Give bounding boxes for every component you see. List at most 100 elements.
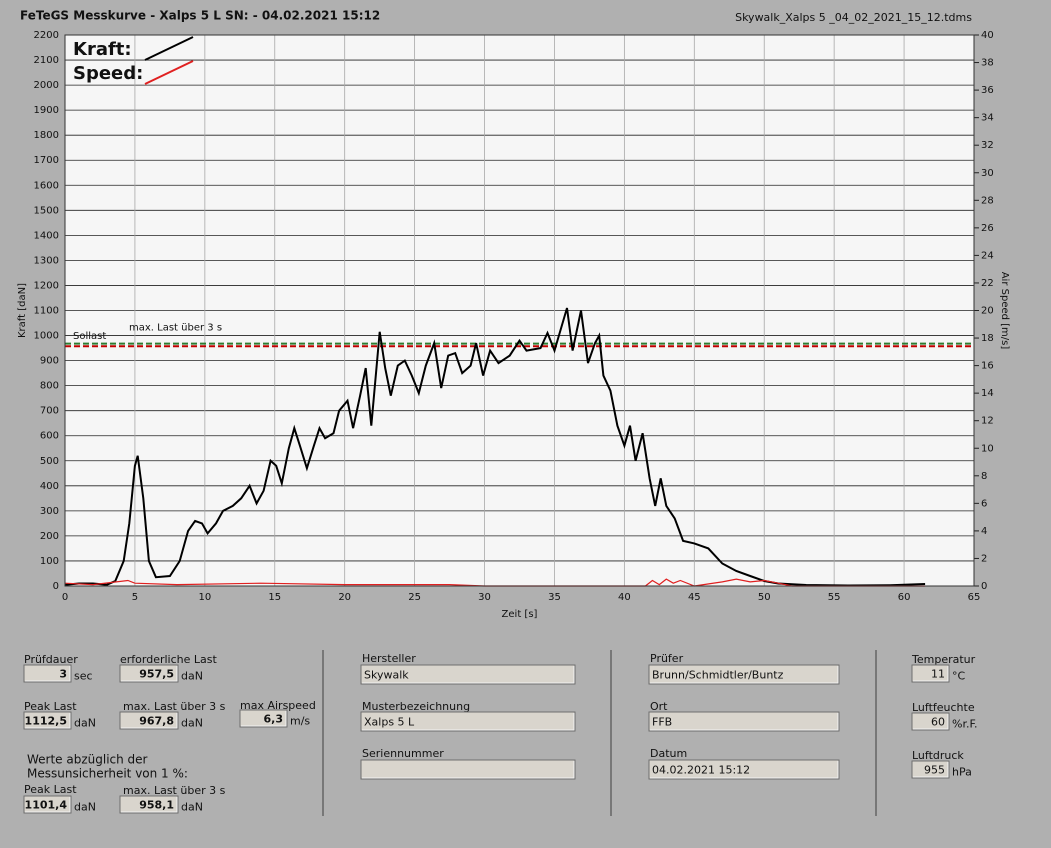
y-tick-label: 1900 <box>34 105 59 116</box>
field-box-highlight <box>121 666 178 682</box>
legend-label: Speed: <box>73 63 143 84</box>
field-value: 3 <box>59 668 67 681</box>
x-tick-label: 15 <box>268 592 281 603</box>
field-value: 955 <box>924 764 945 777</box>
field-unit: m/s <box>290 715 310 728</box>
y-tick-label: 900 <box>40 356 59 367</box>
plot-frame <box>64 34 975 587</box>
y-tick-label: 600 <box>40 431 59 442</box>
field-box-highlight <box>913 762 949 778</box>
field-label: Musterbezeichnung <box>362 700 470 713</box>
field-unit: daN <box>181 670 203 683</box>
field-box <box>911 760 950 779</box>
y-tick-label: 2200 <box>34 30 59 41</box>
x-tick-label: 45 <box>688 592 701 603</box>
x-tick-label: 10 <box>198 592 211 603</box>
y2-tick-label: 6 <box>981 498 987 509</box>
y-tick-label: 800 <box>40 381 59 392</box>
field-label: Datum <box>650 747 687 760</box>
y-tick-label: 400 <box>40 481 59 492</box>
field-unit: daN <box>181 717 203 730</box>
field-box-highlight <box>913 714 949 730</box>
field-box-highlight <box>913 666 949 682</box>
field-box <box>23 795 72 814</box>
x-tick-label: 25 <box>408 592 421 603</box>
field-box-highlight <box>362 761 575 779</box>
field-label: Hersteller <box>362 652 416 665</box>
y-tick-label: 2000 <box>34 80 59 91</box>
reference-label: max. Last über 3 s <box>129 323 222 334</box>
field-unit: °C <box>952 670 966 683</box>
y2-tick-label: 28 <box>981 195 994 206</box>
field-value: 1101,4 <box>25 799 68 812</box>
y2-tick-label: 22 <box>981 278 994 289</box>
legend-swatch <box>144 36 194 61</box>
x-tick-label: 50 <box>758 592 771 603</box>
field-box <box>648 664 840 685</box>
field-box <box>648 759 840 780</box>
y2-tick-label: 10 <box>981 443 994 454</box>
y-tick-label: 1000 <box>34 331 59 342</box>
x-tick-label: 65 <box>968 592 981 603</box>
field-value: 04.02.2021 15:12 <box>652 764 750 777</box>
y2-tick-label: 16 <box>981 361 994 372</box>
x-tick-label: 35 <box>548 592 561 603</box>
field-label: max Airspeed <box>240 699 316 712</box>
y-tick-label: 100 <box>40 556 59 567</box>
series-line <box>64 307 926 587</box>
field-label: Luftfeuchte <box>912 701 975 714</box>
field-box-highlight <box>25 797 71 813</box>
y-tick-label: 500 <box>40 456 59 467</box>
field-unit: daN <box>181 801 203 814</box>
y2-tick-label: 26 <box>981 223 994 234</box>
x-tick-label: 60 <box>898 592 911 603</box>
y-tick-label: 1100 <box>34 306 59 317</box>
field-value: 11 <box>931 668 945 681</box>
field-box <box>360 664 576 685</box>
x-tick-label: 40 <box>618 592 631 603</box>
field-value: 60 <box>931 716 945 729</box>
x-tick-label: 5 <box>132 592 138 603</box>
y-tick-label: 2100 <box>34 55 59 66</box>
series-line <box>64 578 926 587</box>
x-tick-label: 0 <box>62 592 68 603</box>
field-box-highlight <box>650 761 839 779</box>
field-box-highlight <box>121 713 178 729</box>
y2-tick-label: 40 <box>981 30 994 41</box>
y2-tick-label: 12 <box>981 416 994 427</box>
field-box <box>911 664 950 683</box>
y-tick-label: 0 <box>53 581 59 592</box>
field-box-highlight <box>650 666 839 684</box>
grid: 0100200300400500600700800900100011001200… <box>17 30 1010 620</box>
field-label: Seriennummer <box>362 747 444 760</box>
y2-tick-label: 38 <box>981 58 994 69</box>
field-label: Luftdruck <box>912 749 964 762</box>
plot: Sollast max. Last über 3 s Kraft: Speed: <box>64 36 974 587</box>
y-tick-label: 200 <box>40 531 59 542</box>
y2-tick-label: 8 <box>981 471 987 482</box>
y-tick-label: 1400 <box>34 230 59 241</box>
x-axis-label: Zeit [s] <box>502 609 538 620</box>
field-label: erforderliche Last <box>120 653 217 666</box>
field-box-highlight <box>121 797 178 813</box>
legend-label: Kraft: <box>73 39 132 60</box>
field-label: Prüfdauer <box>24 653 78 666</box>
y-tick-label: 1800 <box>34 130 59 141</box>
field-box-highlight <box>650 713 839 731</box>
y-axis-label: Kraft [daN] <box>17 283 28 338</box>
y2-tick-label: 14 <box>981 388 994 399</box>
y2-tick-label: 0 <box>981 581 987 592</box>
file-name: Skywalk_Xalps 5 _04_02_2021_15_12.tdms <box>735 11 972 24</box>
y2-tick-label: 2 <box>981 553 987 564</box>
field-box <box>360 759 576 780</box>
y2-tick-label: 30 <box>981 168 994 179</box>
field-value: Brunn/Schmidtler/Buntz <box>652 669 784 682</box>
field-unit: sec <box>74 670 93 683</box>
field-box <box>648 711 840 732</box>
field-value: 967,8 <box>139 715 174 728</box>
y2-tick-label: 18 <box>981 333 994 344</box>
field-unit: daN <box>74 801 96 814</box>
field-value: 6,3 <box>264 713 284 726</box>
field-label: Ort <box>650 700 668 713</box>
